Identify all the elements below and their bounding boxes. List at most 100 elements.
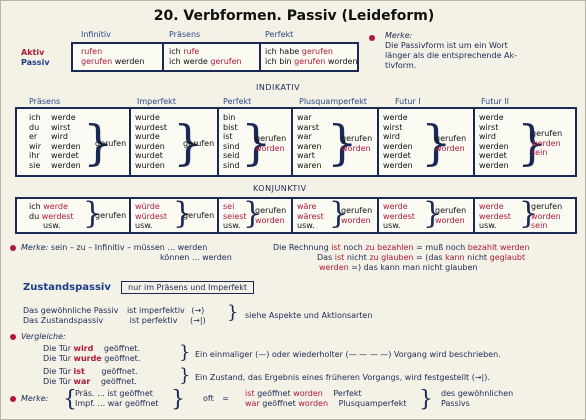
brace-icon: } — [173, 115, 204, 171]
word: worden — [531, 138, 561, 148]
futur2-aux: gerufen worden sein — [531, 129, 562, 158]
brace-icon: } — [329, 196, 349, 231]
merke-mid-line2: können ... werden — [160, 253, 232, 262]
word: Das Zustandspassiv — [23, 316, 104, 325]
verb-form: werdet — [383, 151, 411, 161]
word: war — [245, 399, 260, 408]
col-divider — [291, 199, 293, 232]
word: gerufen — [531, 129, 563, 138]
word: Impf. ... war — [75, 399, 123, 408]
word: (→) — [191, 306, 205, 315]
word: geglaubt — [489, 253, 526, 262]
verb-form: ist — [223, 132, 233, 142]
example-glauben: Das ist nicht zu glauben = (das kann nic… — [317, 253, 525, 263]
word: gerufen — [301, 47, 333, 56]
brace-icon: } — [423, 196, 443, 231]
merke-bottom-left-2: Impf. ... war geöffnet — [75, 399, 159, 409]
col-divider — [291, 109, 293, 175]
pronoun: sie — [29, 160, 41, 170]
word: gerufen — [183, 139, 215, 148]
pronoun: ich — [29, 202, 41, 211]
verb-form: werde — [479, 113, 504, 122]
top-table-divider — [259, 44, 261, 70]
konjunktiv-perfekt-forms: sei seiest usw. — [223, 202, 247, 231]
word: war — [73, 377, 91, 386]
merke-bottom-right-1: ist geöffnet worden Perfekt — [245, 389, 362, 399]
word: worden — [255, 215, 285, 225]
vergleich-note-1: Ein einmaliger (—) oder wiederholter (— … — [195, 350, 501, 359]
word: gerufen — [81, 56, 113, 66]
word: = — [222, 394, 229, 403]
brace-icon: } — [173, 196, 193, 231]
col-divider — [217, 109, 219, 175]
verb-form: sei — [223, 202, 235, 211]
word: nicht — [467, 253, 488, 262]
header-praesens: Präsens — [169, 30, 201, 39]
word: bezahlt werden — [467, 243, 530, 252]
word: worden — [341, 143, 371, 153]
verb-form: werde — [479, 202, 504, 211]
col-divider — [129, 109, 131, 175]
verb-form: werden — [479, 141, 509, 151]
pronoun: ich — [29, 113, 41, 122]
brace-open-icon: { — [63, 387, 77, 412]
plusquam-aux: gerufen worden — [341, 206, 372, 225]
word: gerufen — [294, 56, 326, 66]
word: geöffnet — [257, 389, 291, 398]
brace-icon: } — [179, 342, 191, 363]
zustand-line1: Das gewöhnliche Passiv ist imperfektiv (… — [23, 306, 204, 316]
word: gerufen — [183, 211, 215, 220]
word: worden — [435, 143, 465, 153]
verb-form: werdet — [479, 151, 507, 161]
vergleich-row: Die Tür war geöffnet. — [43, 377, 137, 387]
futur1-aux: gerufen worden — [435, 134, 466, 153]
word: werden — [319, 263, 349, 272]
perfekt-aux: gerufen worden — [255, 134, 286, 153]
verb-form: wird — [479, 132, 496, 142]
word: ist — [331, 243, 341, 252]
verb-form: werde — [383, 202, 408, 211]
indikativ-futur2-forms: werde wirst wird werden werdet werden — [479, 113, 509, 171]
merke-top-line: tivform. — [385, 61, 417, 70]
merke-mid-line1: Merke: sein – zu – Infinitiv – müssen ..… — [21, 243, 207, 253]
col-divider — [129, 199, 131, 232]
verb-form: werdest — [479, 211, 511, 221]
verb-form: werde — [43, 202, 68, 211]
brace-icon: } — [83, 196, 103, 231]
zustandspassiv-note: nur im Präsens und Imperfekt — [121, 281, 254, 294]
verb-form: werden — [51, 160, 81, 170]
verb-form: wirst — [51, 122, 71, 132]
word: oft — [203, 394, 214, 403]
merke-bottom-left-1: Präs. ... ist geöffnet — [75, 389, 153, 399]
word: ist perfektiv — [129, 316, 178, 325]
indikativ-praesens-forms: werde wirst wird werden werdet werden — [51, 113, 81, 171]
verb-form: war — [297, 113, 312, 122]
futur2-aux: gerufen worden sein — [531, 202, 562, 231]
verb-form: sind — [223, 141, 240, 151]
verb-form: war — [297, 132, 312, 142]
passiv-label: Passiv — [21, 58, 50, 67]
word: worden — [531, 211, 561, 221]
word: ich — [169, 47, 181, 56]
verb-form: werde — [51, 113, 76, 122]
word: worden — [298, 399, 329, 408]
konjunktiv-futur2-forms: werde werdest usw. — [479, 202, 511, 231]
word: Perfekt — [333, 389, 362, 398]
word: ich habe — [265, 47, 300, 56]
verb-form: wird — [383, 132, 400, 142]
aktiv-passiv-labels: Aktiv Passiv — [21, 48, 50, 68]
header-futur1: Futur I — [395, 97, 421, 106]
verb-form: wird — [51, 132, 68, 142]
header-imperfekt: Imperfekt — [137, 97, 176, 106]
word: gerufen — [531, 202, 563, 211]
verb-form: sind — [223, 160, 240, 170]
verb-form: wurde — [135, 113, 160, 122]
verb-form: seid — [223, 151, 240, 161]
indikativ-pronouns: ich du er wir ihr sie — [29, 113, 41, 171]
word: worden — [435, 215, 465, 225]
merke-text: sein – zu – Infinitiv – müssen ... werde… — [50, 243, 208, 252]
example-glauben-2: werden =) das kann man nicht glauben — [319, 263, 477, 273]
word: ist — [334, 253, 345, 262]
merke-top-label: Merke: — [385, 31, 413, 40]
